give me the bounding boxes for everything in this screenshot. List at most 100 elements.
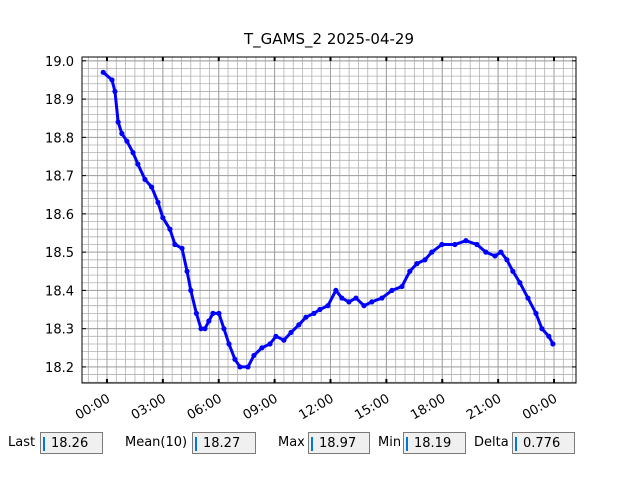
point xyxy=(361,303,367,309)
point xyxy=(303,314,309,320)
point xyxy=(232,356,238,362)
stat-value[interactable]: 0.776 xyxy=(512,432,575,454)
point xyxy=(188,287,194,294)
point xyxy=(333,287,339,294)
point xyxy=(167,226,173,232)
x-tick-label: 00:00 xyxy=(520,391,560,423)
point xyxy=(414,261,420,267)
point xyxy=(273,333,279,339)
point xyxy=(317,306,323,313)
point xyxy=(130,150,136,156)
x-tick-label: 18:00 xyxy=(408,391,448,423)
point xyxy=(346,299,352,305)
point xyxy=(369,299,375,305)
y-tick-label: 18.2 xyxy=(45,361,74,376)
point xyxy=(100,69,106,75)
point xyxy=(439,241,445,248)
x-tick-label: 03:00 xyxy=(129,391,169,423)
stat-label: Last xyxy=(8,435,36,450)
point xyxy=(296,322,302,328)
x-tick-label: 09:00 xyxy=(241,391,281,423)
point xyxy=(160,215,166,221)
point xyxy=(474,241,480,248)
point xyxy=(407,268,413,274)
y-tick-label: 18.9 xyxy=(45,93,74,108)
y-tick-label: 18.8 xyxy=(45,131,74,146)
chart-title: T_GAMS_2 2025-04-29 xyxy=(243,30,414,49)
point xyxy=(546,333,552,339)
point xyxy=(226,341,232,347)
point xyxy=(142,176,148,183)
point xyxy=(184,268,190,274)
point xyxy=(288,329,294,336)
point xyxy=(210,310,216,316)
point xyxy=(216,310,222,316)
y-tick-label: 18.3 xyxy=(45,323,74,338)
stat-label: Mean(10) xyxy=(125,435,188,450)
point xyxy=(498,249,504,255)
chart: T_GAMS_2 2025-04-29 18.2 18.3 18.4 18.5 18.6… xyxy=(45,30,577,423)
point xyxy=(353,295,359,301)
point xyxy=(149,184,155,190)
y-tick-label: 19.0 xyxy=(45,55,74,70)
point xyxy=(124,138,130,144)
point xyxy=(245,364,251,370)
point xyxy=(399,283,405,290)
point xyxy=(463,238,469,244)
point xyxy=(550,341,556,347)
point xyxy=(429,249,435,255)
point xyxy=(339,295,345,301)
y-tick-label: 18.6 xyxy=(45,208,74,223)
point xyxy=(179,245,185,251)
y-tick-label: 18.4 xyxy=(45,284,74,299)
y-tick-label: 18.7 xyxy=(45,170,74,185)
series-line xyxy=(102,71,555,369)
point xyxy=(389,287,395,294)
plot-frame xyxy=(81,56,577,384)
point xyxy=(281,337,287,343)
x-tick-label: 12:00 xyxy=(297,391,337,423)
point xyxy=(525,295,531,301)
point xyxy=(510,268,516,274)
point xyxy=(155,199,161,205)
point xyxy=(135,161,141,167)
point xyxy=(259,345,265,351)
point xyxy=(325,303,331,309)
point xyxy=(539,326,545,332)
point xyxy=(172,241,178,248)
x-tick-label: 06:00 xyxy=(185,391,225,423)
point xyxy=(206,318,212,324)
stat-value[interactable]: 18.27 xyxy=(192,432,256,454)
x-tick-label: 15:00 xyxy=(352,391,392,423)
y-tick-label: 18.5 xyxy=(45,246,74,261)
point xyxy=(517,280,523,286)
stat-label: Max xyxy=(278,435,305,450)
stat-value[interactable]: 18.19 xyxy=(403,432,466,454)
point xyxy=(452,241,458,248)
point xyxy=(193,310,199,316)
point xyxy=(115,119,121,125)
point xyxy=(237,364,243,370)
point xyxy=(198,326,204,332)
point xyxy=(311,310,317,316)
point xyxy=(483,249,489,255)
stat-value[interactable]: 18.97 xyxy=(308,432,370,454)
point xyxy=(202,326,208,332)
point xyxy=(109,77,115,83)
point xyxy=(533,310,539,316)
stat-label: Delta xyxy=(474,435,509,450)
point xyxy=(267,341,273,347)
stat-label: Min xyxy=(378,435,402,450)
x-tick-label: 00:00 xyxy=(73,391,113,423)
point xyxy=(504,257,510,263)
point xyxy=(422,257,428,263)
point xyxy=(251,352,257,359)
point xyxy=(379,295,385,301)
point xyxy=(221,326,227,332)
point xyxy=(492,253,498,259)
point xyxy=(112,88,118,95)
x-tick-label: 21:00 xyxy=(464,391,504,423)
stat-value[interactable]: 18.26 xyxy=(40,432,103,454)
point xyxy=(119,130,125,137)
